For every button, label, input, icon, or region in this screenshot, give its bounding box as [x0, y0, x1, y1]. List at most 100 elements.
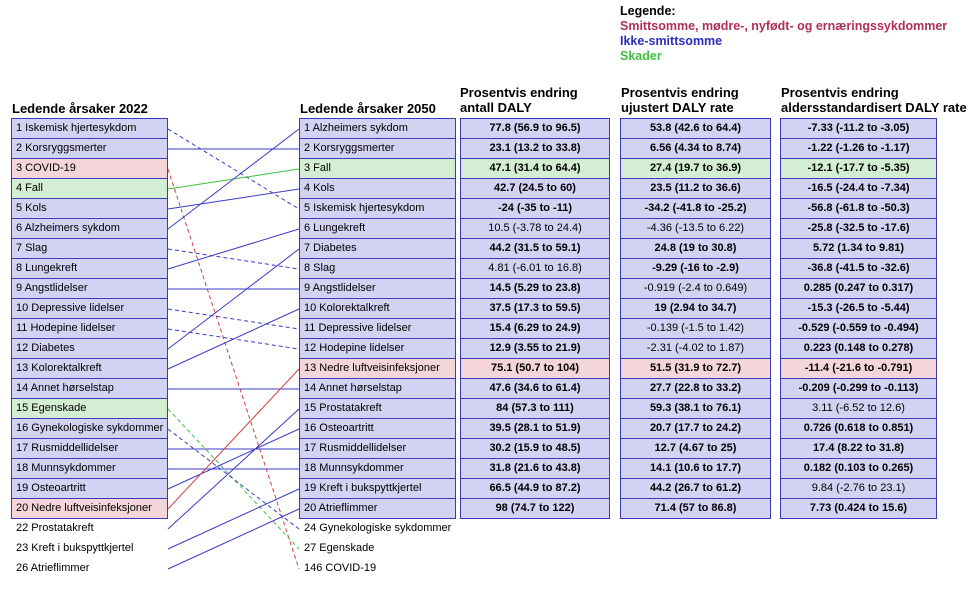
age-std-rate-4: -16.5 (-24.4 to -7.34) — [780, 178, 937, 199]
age-std-rate-17: 17.4 (8.22 to 31.8) — [780, 438, 937, 459]
daly-count-9: 14.5 (5.29 to 23.8) — [460, 278, 610, 299]
table-col-crude-rate: 53.8 (42.6 to 64.4) 6.56 (4.34 to 8.74) 27… — [620, 118, 771, 519]
cause-2050-9: 9 Angstlidelser — [299, 278, 456, 299]
right-cause-list: 1 Alzheimers sykdom 2 Korsryggsmerter 3 Fa… — [299, 118, 456, 579]
age-std-rate-9: 0.285 (0.247 to 0.317) — [780, 278, 937, 299]
cause-2022-10: 10 Depressive lidelser — [11, 298, 168, 319]
connection-line-15 — [167, 408, 300, 550]
crude-rate-11: -0.139 (-1.5 to 1.42) — [620, 318, 771, 339]
cause-2022-15: 15 Egenskade — [11, 398, 168, 419]
cause-2022-18: 18 Munnsykdommer — [11, 458, 168, 479]
cause-2022-14: 14 Annet hørselstap — [11, 378, 168, 399]
daly-count-8: 4.81 (-6.01 to 16.8) — [460, 258, 610, 279]
cause-2022-22: 23 Kreft i bukspyttkjertel — [16, 542, 134, 554]
header-c2: Prosentvis endring ujustert DALY rate — [621, 85, 739, 115]
cause-2022-12: 12 Diabetes — [11, 338, 168, 359]
age-std-rate-7: 5.72 (1.34 to 9.81) — [780, 238, 937, 259]
crude-rate-3: 27.4 (19.7 to 36.9) — [620, 158, 771, 179]
cause-2022-7: 7 Slag — [11, 238, 168, 259]
connection-line-7 — [167, 248, 300, 270]
cause-2050-6: 6 Lungekreft — [299, 218, 456, 239]
cause-2050-12: 12 Hodepine lidelser — [299, 338, 456, 359]
connection-line-10 — [167, 308, 300, 330]
legend-item-injuries: Skader — [620, 49, 662, 63]
connection-line-23 — [167, 508, 300, 570]
daly-count-20: 98 (74.7 to 122) — [460, 498, 610, 519]
daly-count-5: -24 (-35 to -11) — [460, 198, 610, 219]
cause-2050-10: 10 Kolorektalkreft — [299, 298, 456, 319]
daly-count-7: 44.2 (31.5 to 59.1) — [460, 238, 610, 259]
crude-rate-17: 12.7 (4.67 to 25) — [620, 438, 771, 459]
crude-rate-5: -34.2 (-41.8 to -25.2) — [620, 198, 771, 219]
connection-line-13 — [167, 308, 300, 370]
crude-rate-14: 27.7 (22.8 to 33.2) — [620, 378, 771, 399]
crude-rate-12: -2.31 (-4.02 to 1.87) — [620, 338, 771, 359]
daly-count-4: 42.7 (24.5 to 60) — [460, 178, 610, 199]
connection-line-22 — [167, 488, 300, 550]
cause-2022-2: 2 Korsryggsmerter — [11, 138, 168, 159]
crude-rate-9: -0.919 (-2.4 to 0.649) — [620, 278, 771, 299]
age-std-rate-5: -56.8 (-61.8 to -50.3) — [780, 198, 937, 219]
crude-rate-6: -4.36 (-13.5 to 6.22) — [620, 218, 771, 239]
age-std-rate-19: 9.84 (-2.76 to 23.1) — [780, 478, 937, 499]
cause-2022-16: 16 Gynekologiske sykdommer — [11, 418, 168, 439]
age-std-rate-18: 0.182 (0.103 to 0.265) — [780, 458, 937, 479]
cause-2050-5: 5 Iskemisk hjertesykdom — [299, 198, 456, 219]
crude-rate-15: 59.3 (38.1 to 76.1) — [620, 398, 771, 419]
crude-rate-18: 14.1 (10.6 to 17.7) — [620, 458, 771, 479]
daly-count-13: 75.1 (50.7 to 104) — [460, 358, 610, 379]
header-c1: Prosentvis endring antall DALY — [460, 85, 578, 115]
cause-2022-13: 13 Kolorektalkreft — [11, 358, 168, 379]
cause-2050-18: 18 Munnsykdommer — [299, 458, 456, 479]
header-c1-line2: antall DALY — [460, 100, 532, 115]
legend-title: Legende: — [620, 4, 676, 18]
crude-rate-19: 44.2 (26.7 to 61.2) — [620, 478, 771, 499]
header-c3: Prosentvis endring aldersstandardisert D… — [781, 85, 967, 115]
cause-2022-23: 26 Atrieflimmer — [16, 562, 90, 574]
cause-2050-22: 27 Egenskade — [304, 542, 375, 554]
daly-count-15: 84 (57.3 to 111) — [460, 398, 610, 419]
legend-item-communicable: Smittsomme, mødre-, nyfødt- og ernærings… — [620, 19, 948, 33]
left-cause-list: 1 Iskemisk hjertesykdom 2 Korsryggsmerter… — [11, 118, 168, 579]
connection-line-19 — [167, 428, 300, 490]
age-std-rate-13: -11.4 (-21.6 to -0.791) — [780, 358, 937, 379]
table-col-daly-count: 77.8 (56.9 to 96.5) 23.1 (13.2 to 33.8) 47… — [460, 118, 610, 519]
cause-2022-17: 17 Rusmiddellidelser — [11, 438, 168, 459]
connection-line-8 — [167, 228, 300, 270]
connection-line-5 — [167, 188, 300, 210]
cause-2022-4: 4 Fall — [11, 178, 168, 199]
header-mid: Ledende årsaker 2050 — [300, 101, 436, 116]
cause-2022-8: 8 Lungekreft — [11, 258, 168, 279]
header-c3-line1: Prosentvis endring — [781, 85, 899, 100]
age-std-rate-1: -7.33 (-11.2 to -3.05) — [780, 118, 937, 139]
legend-item-non-communicable: Ikke-smittsomme — [620, 34, 723, 48]
daly-count-10: 37.5 (17.3 to 59.5) — [460, 298, 610, 319]
cause-2022-3: 3 COVID-19 — [11, 158, 168, 179]
cause-2022-11: 11 Hodepine lidelser — [11, 318, 168, 339]
connection-line-3 — [167, 168, 300, 570]
crude-rate-2: 6.56 (4.34 to 8.74) — [620, 138, 771, 159]
daly-count-2: 23.1 (13.2 to 33.8) — [460, 138, 610, 159]
cause-2022-21: 22 Prostatakreft — [16, 522, 94, 534]
age-std-rate-15: 3.11 (-6.52 to 12.6) — [780, 398, 937, 419]
connection-line-21 — [167, 408, 300, 530]
daly-count-6: 10.5 (-3.78 to 24.4) — [460, 218, 610, 239]
crude-rate-16: 20.7 (17.7 to 24.2) — [620, 418, 771, 439]
connection-line-6 — [167, 128, 300, 230]
cause-2050-17: 17 Rusmiddellidelser — [299, 438, 456, 459]
cause-2050-23: 146 COVID-19 — [304, 562, 377, 574]
cause-2050-1: 1 Alzheimers sykdom — [299, 118, 456, 139]
cause-2050-2: 2 Korsryggsmerter — [299, 138, 456, 159]
table-col-age-std-rate: -7.33 (-11.2 to -3.05) -1.22 (-1.26 to -1… — [780, 118, 937, 519]
legend: Legende: Smittsomme, mødre-, nyfødt- og … — [620, 4, 947, 64]
connection-line-20 — [167, 368, 300, 510]
cause-2050-8: 8 Slag — [299, 258, 456, 279]
header-left: Ledende årsaker 2022 — [12, 101, 148, 116]
daly-count-16: 39.5 (28.1 to 51.9) — [460, 418, 610, 439]
cause-2050-20: 20 Atrieflimmer — [299, 498, 456, 519]
crude-rate-7: 24.8 (19 to 30.8) — [620, 238, 771, 259]
cause-2050-16: 16 Osteoartritt — [299, 418, 456, 439]
age-std-rate-16: 0.726 (0.618 to 0.851) — [780, 418, 937, 439]
cause-2050-11: 11 Depressive lidelser — [299, 318, 456, 339]
